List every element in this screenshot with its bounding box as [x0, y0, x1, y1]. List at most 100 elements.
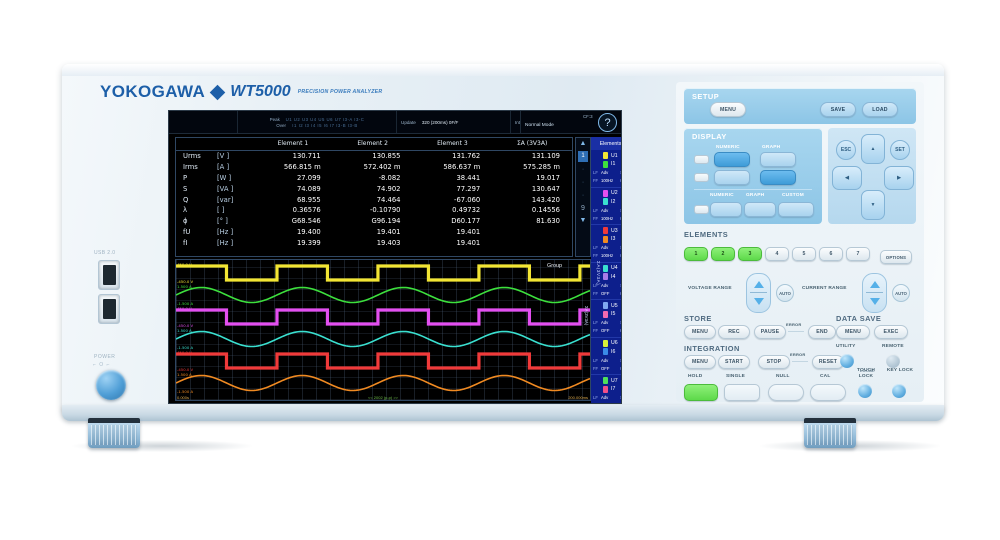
waveform-display[interactable]: 450.0 V -450.0 V 1.500 A -1.500 A 450.0 V -45…: [175, 259, 591, 401]
table-row[interactable]: ϕ [° ] G68.546 G96.194 D60.177 81.630: [176, 216, 572, 227]
table-row[interactable]: Q [var] 68.955 74.464 -67.060 143.420: [176, 194, 572, 205]
numeric-data-table[interactable]: Element 1 Element 2 Element 3 ΣA (3V3A) …: [175, 137, 573, 257]
setup-menu-button[interactable]: MENU: [710, 102, 746, 117]
element-current-row[interactable]: I65A: [591, 348, 621, 357]
current-range-up-icon[interactable]: [869, 281, 880, 288]
display-row1-indicator[interactable]: [694, 155, 709, 164]
integration-start-button[interactable]: START: [718, 355, 750, 369]
nav-right-button[interactable]: ▶: [884, 166, 914, 190]
element-voltage-row[interactable]: U51000V: [591, 302, 621, 311]
set-button[interactable]: SET: [890, 140, 910, 160]
table-row[interactable]: fU [Hz ] 19.400 19.401 19.401: [176, 226, 572, 237]
display-graph-button-2[interactable]: [760, 170, 796, 185]
current-range-down-icon[interactable]: [869, 298, 880, 305]
store-end-button[interactable]: END: [808, 325, 836, 339]
element-current-row[interactable]: I1500mA: [591, 160, 621, 169]
table-row[interactable]: fI [Hz ] 19.399 19.403 19.401: [176, 237, 572, 248]
element-current-row[interactable]: I430A: [591, 273, 621, 282]
nav-left-button[interactable]: ◀: [832, 166, 862, 190]
table-row[interactable]: λ [ ] 0.36576 -0.10790 0.49732 0.14556: [176, 205, 572, 216]
element-voltage-row[interactable]: U2150V: [591, 189, 621, 198]
display-graph-button-3[interactable]: [744, 202, 776, 217]
display-row2-indicator[interactable]: [694, 173, 709, 182]
table-row[interactable]: P [W ] 27.099 -8.082 38.441 19.017: [176, 173, 572, 184]
element-group[interactable]: U3150VI3500mALFAdvSyncUFF100HzHrm1: [591, 225, 621, 263]
display-numeric-button-2[interactable]: [714, 170, 750, 185]
element-voltage-row[interactable]: U71000V: [591, 377, 621, 386]
elements-options-button[interactable]: OPTIONS: [880, 250, 912, 264]
element-group[interactable]: U41000VI430ALFAdvSyncUFFOFFHrm1: [591, 263, 621, 300]
lcd-screen[interactable]: Peak U1 U2 U3 U4 U5 U6 U7 I3-A I3-C Over I…: [168, 110, 622, 404]
store-rec-button[interactable]: REC: [718, 325, 750, 339]
nav-down-button[interactable]: ▼: [861, 190, 885, 220]
table-row[interactable]: Urms [V ] 130.711 130.855 131.762 131.109: [176, 151, 572, 162]
usb-port-bottom[interactable]: [98, 294, 120, 324]
store-pause-button[interactable]: PAUSE: [754, 325, 786, 339]
page-scrollbar[interactable]: ▲ 1 · · · 9 ▼: [575, 137, 591, 257]
element-current-row[interactable]: I55A: [591, 310, 621, 319]
element-current-row[interactable]: I75A: [591, 385, 621, 394]
utility-button[interactable]: [840, 354, 854, 368]
element-button-4[interactable]: 4: [765, 247, 789, 261]
page-dot[interactable]: ·: [581, 192, 585, 199]
element-button-2[interactable]: 2: [711, 247, 735, 261]
key-lock-button[interactable]: [892, 384, 906, 398]
element-button-6[interactable]: 6: [819, 247, 843, 261]
current-auto-button[interactable]: AUTO: [892, 284, 910, 302]
esc-button[interactable]: ESC: [836, 140, 856, 160]
nav-up-button[interactable]: ▲: [861, 134, 885, 164]
remote-button[interactable]: [886, 354, 900, 368]
element-button-1[interactable]: 1: [684, 247, 708, 261]
table-row[interactable]: S [VA ] 74.089 74.902 77.297 130.647: [176, 183, 572, 194]
power-button[interactable]: [96, 370, 126, 400]
scroll-down-arrow[interactable]: ▼: [579, 217, 587, 224]
element-voltage-row[interactable]: U41000V: [591, 264, 621, 273]
scroll-up-arrow[interactable]: ▲: [579, 140, 587, 147]
element-voltage-row[interactable]: U1150V: [591, 152, 621, 161]
element-group[interactable]: U2150VI2500mALFAdvSyncUFF100HzHrm1: [591, 188, 621, 225]
integration-menu-button[interactable]: MENU: [684, 355, 716, 369]
voltage-range-stepper[interactable]: [746, 273, 771, 313]
cal-button[interactable]: [810, 384, 846, 401]
voltage-range-down-icon[interactable]: [753, 298, 764, 305]
touch-lock-button[interactable]: [858, 384, 872, 398]
data-save-menu-button[interactable]: MENU: [836, 325, 870, 339]
hold-button[interactable]: [684, 384, 718, 401]
single-button[interactable]: [724, 384, 760, 401]
display-numeric-button-3[interactable]: [710, 202, 742, 217]
element-voltage-row[interactable]: U3150V: [591, 227, 621, 236]
element-group[interactable]: U71000VI75ALFAdvSyncUFFOFFHrm1: [591, 375, 621, 403]
current-range-stepper[interactable]: [862, 273, 887, 313]
voltage-range-up-icon[interactable]: [753, 281, 764, 288]
element-voltage-row[interactable]: U61000V: [591, 339, 621, 348]
page-number-current[interactable]: 1: [578, 151, 588, 162]
setup-save-button[interactable]: SAVE: [820, 102, 856, 117]
element-group[interactable]: U61000VI65ALFAdvSyncUFFOFFHrm1: [591, 338, 621, 375]
display-custom-button[interactable]: [778, 202, 814, 217]
display-row3-indicator[interactable]: [694, 205, 709, 214]
element-button-3[interactable]: 3: [738, 247, 762, 261]
element-group[interactable]: U51000VI55ALFAdvSyncUFFOFFHrm1: [591, 300, 621, 338]
element-current-row[interactable]: I3500mA: [591, 235, 621, 244]
element-current-row[interactable]: I2500mA: [591, 198, 621, 207]
integration-reset-button[interactable]: RESET: [812, 355, 844, 369]
page-dot[interactable]: ·: [581, 179, 585, 186]
display-numeric-button-1[interactable]: [714, 152, 750, 167]
element-group[interactable]: U1150VI1500mALFAdvSyncUFF100HzHrm1: [591, 150, 621, 188]
null-button[interactable]: [768, 384, 804, 401]
elements-sidebar[interactable]: Elements Options U1150VI1500mALFAdvSyncU…: [591, 137, 621, 403]
setup-load-button[interactable]: LOAD: [862, 102, 898, 117]
page-dot[interactable]: ·: [581, 166, 585, 173]
page-number-last[interactable]: 9: [581, 205, 585, 212]
store-menu-button[interactable]: MENU: [684, 325, 716, 339]
tab-elements[interactable]: Elements: [591, 137, 621, 150]
table-row[interactable]: Irms [A ] 566.815 m 572.402 m 586.637 m 575.2…: [176, 162, 572, 173]
help-button[interactable]: ?: [598, 113, 617, 132]
element-button-5[interactable]: 5: [792, 247, 816, 261]
integration-stop-button[interactable]: STOP: [758, 355, 790, 369]
usb-port-top[interactable]: [98, 260, 120, 290]
element-button-7[interactable]: 7: [846, 247, 870, 261]
display-graph-button-1[interactable]: [760, 152, 796, 167]
voltage-auto-button[interactable]: AUTO: [776, 284, 794, 302]
data-save-exec-button[interactable]: EXEC: [874, 325, 908, 339]
